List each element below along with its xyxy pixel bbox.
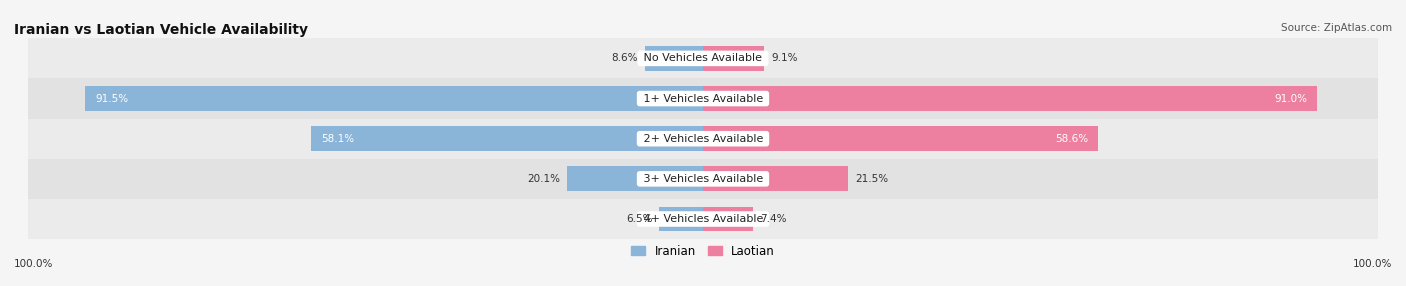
Bar — [645, 46, 703, 71]
Bar — [311, 126, 703, 151]
Bar — [28, 38, 1378, 78]
Text: Source: ZipAtlas.com: Source: ZipAtlas.com — [1281, 23, 1392, 33]
Bar — [568, 166, 703, 191]
Bar — [28, 159, 1378, 199]
Bar — [703, 86, 1317, 111]
Text: 21.5%: 21.5% — [855, 174, 889, 184]
Text: 4+ Vehicles Available: 4+ Vehicles Available — [640, 214, 766, 224]
Bar — [86, 86, 703, 111]
Text: 6.5%: 6.5% — [626, 214, 652, 224]
Bar — [28, 78, 1378, 119]
Bar — [703, 206, 754, 231]
Text: 9.1%: 9.1% — [770, 53, 797, 63]
Text: 100.0%: 100.0% — [14, 259, 53, 269]
Bar — [703, 46, 765, 71]
Text: 8.6%: 8.6% — [612, 53, 638, 63]
Legend: Iranian, Laotian: Iranian, Laotian — [626, 240, 780, 262]
Text: 20.1%: 20.1% — [527, 174, 561, 184]
Text: 100.0%: 100.0% — [1353, 259, 1392, 269]
Bar — [703, 126, 1098, 151]
Text: 2+ Vehicles Available: 2+ Vehicles Available — [640, 134, 766, 144]
Text: 7.4%: 7.4% — [759, 214, 786, 224]
Text: 1+ Vehicles Available: 1+ Vehicles Available — [640, 94, 766, 104]
Text: 58.1%: 58.1% — [321, 134, 354, 144]
Bar — [703, 166, 848, 191]
Text: No Vehicles Available: No Vehicles Available — [640, 53, 766, 63]
Text: 3+ Vehicles Available: 3+ Vehicles Available — [640, 174, 766, 184]
Bar — [28, 119, 1378, 159]
Text: 91.5%: 91.5% — [96, 94, 129, 104]
Text: Iranian vs Laotian Vehicle Availability: Iranian vs Laotian Vehicle Availability — [14, 23, 308, 37]
Text: 58.6%: 58.6% — [1056, 134, 1088, 144]
Bar — [28, 199, 1378, 239]
Text: 91.0%: 91.0% — [1274, 94, 1308, 104]
Bar — [659, 206, 703, 231]
